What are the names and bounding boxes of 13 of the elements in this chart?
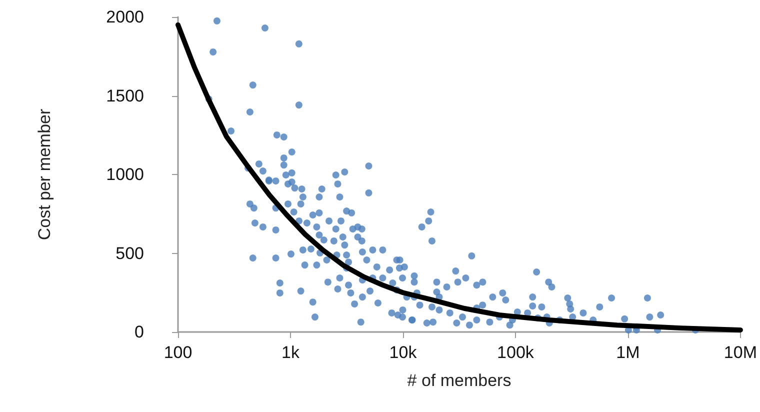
y-axis-title: Cost per member [35,108,54,240]
x-tick-label: 1k [282,343,300,362]
x-tick-label: 100k [497,343,534,362]
x-tick-label: 100 [164,343,192,362]
x-tick-label: 10k [389,343,418,362]
y-tick-label: 1500 [106,86,144,106]
y-tick-label: 0 [134,322,144,342]
y-tick-label: 1000 [106,165,144,184]
x-tick-label: 1M [616,343,640,362]
x-axis-title: # of members [407,371,512,390]
x-tick-label: 10M [724,343,758,362]
y-tick-label: 500 [116,244,144,263]
y-tick-label: 2000 [106,8,144,26]
